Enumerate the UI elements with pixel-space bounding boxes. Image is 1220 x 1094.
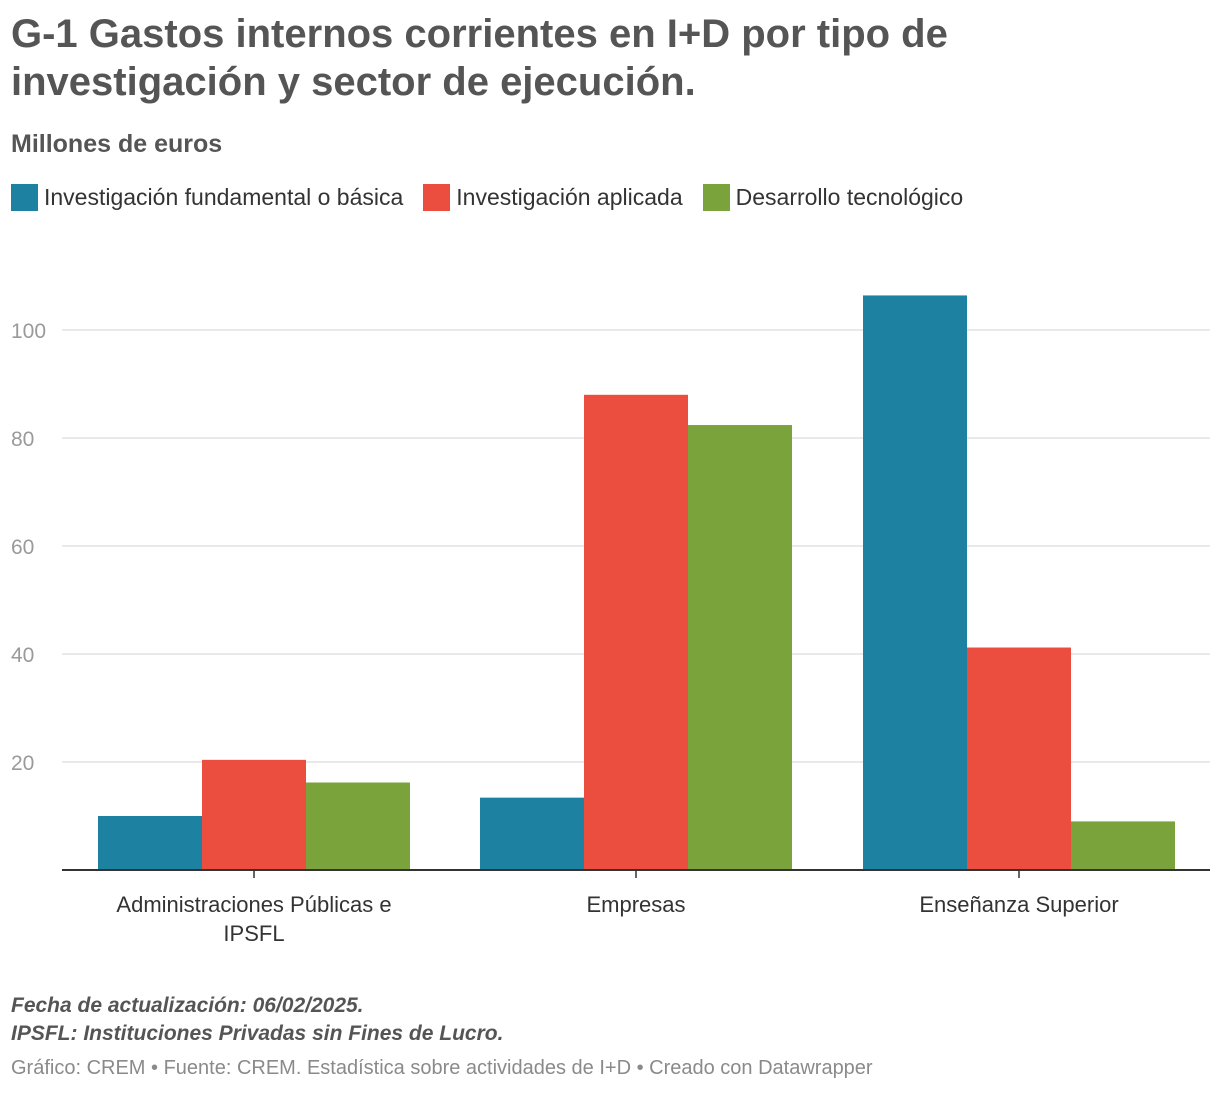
bar-1-2 xyxy=(688,425,792,870)
bar-1-1 xyxy=(584,394,688,870)
legend-item-desarrollo: Desarrollo tecnológico xyxy=(702,184,964,211)
x-tick-label-1-0: Empresas xyxy=(586,892,685,917)
y-tick-label-100: 100 xyxy=(11,320,46,343)
legend-label-aplicada: Investigación aplicada xyxy=(456,184,683,210)
chart-title: G-1 Gastos internos corrientes en I+D po… xyxy=(11,12,948,104)
bar-0-2 xyxy=(306,782,410,870)
legend: Investigación fundamental o básica Inves… xyxy=(11,184,983,211)
y-tick-label-80: 80 xyxy=(11,428,34,451)
chart-subtitle: Millones de euros xyxy=(11,130,223,158)
bar-1-0 xyxy=(480,797,584,870)
bar-chart: 20 40 60 80 100 Administraciones Públicas e IP… xyxy=(11,295,1210,946)
chart-source: Gráfico: CREM • Fuente: CREM. Estadístic… xyxy=(11,1057,873,1079)
bar-2-1 xyxy=(967,647,1071,870)
x-tick-label-2-0: Enseñanza Superior xyxy=(919,892,1118,917)
chart-notes: Fecha de actualización: 06/02/2025. IPSF… xyxy=(11,992,503,1048)
x-tick-label-0-0: Administraciones Públicas e xyxy=(116,892,391,917)
legend-swatch-fundamental xyxy=(11,184,38,211)
bar-0-0 xyxy=(98,816,202,870)
legend-swatch-desarrollo xyxy=(702,184,730,211)
y-tick-label-40: 40 xyxy=(11,644,34,667)
legend-label-desarrollo: Desarrollo tecnológico xyxy=(735,184,964,210)
legend-item-fundamental: Investigación fundamental o básica xyxy=(11,184,403,211)
legend-label-fundamental: Investigación fundamental o básica xyxy=(44,184,404,210)
y-tick-label-20: 20 xyxy=(11,752,34,775)
bar-0-1 xyxy=(202,759,306,870)
bar-2-0 xyxy=(863,295,967,870)
legend-swatch-aplicada xyxy=(423,184,451,211)
bar-2-2 xyxy=(1071,821,1175,870)
update-date-note: Fecha de actualización: 06/02/2025. xyxy=(11,994,364,1017)
legend-item-aplicada: Investigación aplicada xyxy=(423,184,683,211)
ipsfl-note: IPSFL: Instituciones Privadas sin Fines … xyxy=(11,1022,504,1045)
x-tick-label-0-1: IPSFL xyxy=(223,921,284,946)
y-tick-label-60: 60 xyxy=(11,536,34,559)
